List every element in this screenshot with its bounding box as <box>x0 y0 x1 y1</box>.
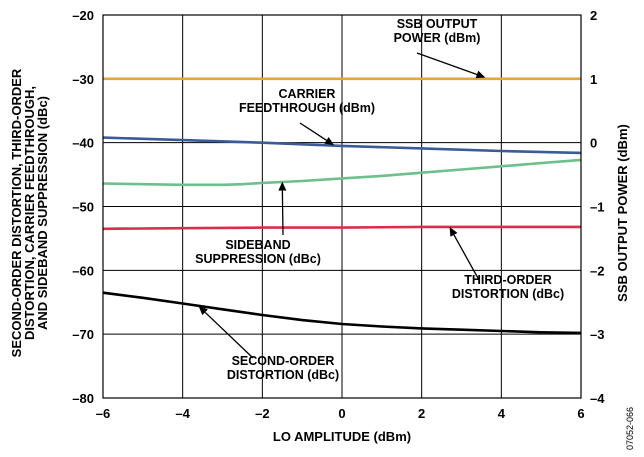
ssb-annotation-arrow-head <box>475 70 486 79</box>
x-tick-label: –6 <box>96 406 110 421</box>
series-line-carrier-feedthrough <box>102 136 582 155</box>
right-tick-labels: –4 –3 –2 –1 0 1 2 <box>590 8 605 406</box>
second-order-annotation-line-1: SECOND-ORDER <box>232 354 335 368</box>
third-order-annotation-arrow-shaft <box>453 234 480 281</box>
left-axis-title-line-3: AND SIDEBAND SUPPRESSION (dBc) <box>35 96 50 330</box>
right-tick-label: –4 <box>590 391 605 406</box>
x-axis-title: LO AMPLITUDE (dBm) <box>273 429 411 444</box>
right-tick-label: 0 <box>590 136 597 151</box>
x-tick-labels: –6 –4 –2 0 2 4 6 <box>96 406 585 421</box>
right-axis-title: SSB OUTPUT POWER (dBm) <box>615 124 630 302</box>
left-tick-label: –50 <box>72 200 94 215</box>
left-axis-title-line-2: DISTORTION, CARRIER FEEDTHROUGH, <box>22 86 37 340</box>
series-layer <box>102 77 582 335</box>
carrier-annotation-line-2: FEEDTHROUGH (dBm) <box>239 101 375 115</box>
right-axis-title-text: SSB OUTPUT POWER (dBm) <box>615 124 630 302</box>
left-tick-label: –80 <box>72 391 94 406</box>
series-line-second-order-distortion <box>102 291 582 335</box>
series-line-third-order-distortion <box>102 225 581 231</box>
right-tick-label: 2 <box>590 8 597 23</box>
grid <box>102 14 582 399</box>
second-order-annotation-line-2: DISTORTION (dBc) <box>227 368 339 382</box>
right-tick-label: –1 <box>590 200 604 215</box>
x-tick-label: 2 <box>418 406 425 421</box>
third-order-annotation-line-1: THIRD-ORDER <box>464 273 552 287</box>
x-tick-label: 6 <box>577 406 584 421</box>
sideband-annotation-arrow-shaft <box>281 190 284 236</box>
ssb-annotation-line-1: SSB OUTPUT <box>397 17 478 31</box>
ssb-annotation-line-2: POWER (dBm) <box>394 31 481 45</box>
left-axis-title: SECOND-ORDER DISTORTION, THIRD-ORDER DIS… <box>9 68 50 357</box>
left-tick-label: –40 <box>72 136 94 151</box>
right-tick-label: –2 <box>590 263 604 278</box>
x-tick-label: 0 <box>338 406 345 421</box>
third-order-annotation-line-2: DISTORTION (dBc) <box>452 287 564 301</box>
second-order-annotation-arrow-shaft <box>204 311 254 359</box>
right-tick-label: –3 <box>590 327 604 342</box>
left-axis-title-line-1: SECOND-ORDER DISTORTION, THIRD-ORDER <box>9 68 24 357</box>
third-order-annotation-arrow-head <box>449 226 458 237</box>
x-tick-label: –2 <box>255 406 269 421</box>
figure-id-text: 07052-066 <box>625 407 635 450</box>
x-tick-label: –4 <box>175 406 190 421</box>
right-tick-label: 1 <box>590 72 597 87</box>
sideband-annotation-line-2: SUPPRESSION (dBc) <box>195 252 321 266</box>
left-tick-label: –20 <box>72 8 94 23</box>
plot-frame <box>102 14 582 399</box>
x-tick-label: 4 <box>498 406 506 421</box>
second-order-annotation-arrow-head <box>198 306 208 316</box>
ssb-annotation-arrow-shaft <box>416 52 478 76</box>
left-tick-label: –70 <box>72 327 94 342</box>
carrier-annotation-arrow-shaft <box>299 122 327 141</box>
left-tick-label: –60 <box>72 263 94 278</box>
figure-id: 07052-066 <box>625 407 635 450</box>
carrier-annotation-arrow-head <box>324 136 335 146</box>
series-line-sideband-suppression <box>102 158 582 187</box>
carrier-annotation-line-1: CARRIER <box>279 87 336 101</box>
sideband-annotation-line-1: SIDEBAND <box>225 238 290 252</box>
left-tick-label: –30 <box>72 72 94 87</box>
left-tick-labels: –80 –70 –60 –50 –40 –30 –20 <box>72 8 94 406</box>
sideband-annotation-arrow-head <box>278 181 287 191</box>
